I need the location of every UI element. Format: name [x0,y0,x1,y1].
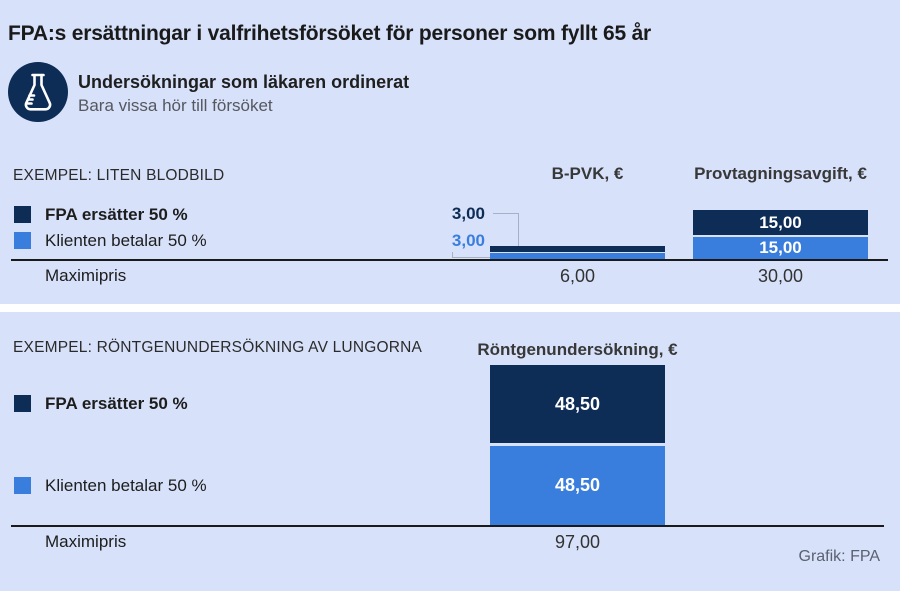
leader-line-client-horizontal [452,257,490,258]
bpvk-fpa-value: 3,00 [451,204,485,223]
panel-xray [0,312,900,591]
flask-icon [8,62,68,122]
section1-column2-header: Provtagningsavgift, € [694,164,867,183]
section2-column-header: Röntgenundersökning, € [477,340,678,359]
section2-title: EXEMPEL: RÖNTGENUNDERSÖKNING AV LUNGORNA [13,339,423,356]
legend-swatch-client [14,232,31,249]
bpvk-client-value: 3,00 [451,231,485,250]
bpvk-bar-fpa [490,246,665,252]
provtagning-bar-fpa: 15,00 [693,210,868,235]
section2-baseline [11,525,884,527]
rontgen-max-value: 97,00 [554,532,601,552]
provtagning-max-value: 30,00 [757,266,804,286]
rontgen-bar-fpa: 48,50 [490,365,665,443]
leader-line-fpa-vertical [518,213,519,246]
legend-label-fpa-2: FPA ersätter 50 % [45,394,188,413]
section1-max-label: Maximipris [45,266,127,285]
bpvk-bar-client [490,253,665,259]
legend-swatch-client-2 [14,477,31,494]
legend-swatch-fpa-2 [14,395,31,412]
bpvk-max-value: 6,00 [559,266,596,286]
legend-label-client-2: Klienten betalar 50 % [45,476,207,495]
leader-line-fpa-horizontal [493,213,519,214]
legend-label-client: Klienten betalar 50 % [45,231,207,250]
section2-max-label: Maximipris [45,532,127,551]
legend-label-fpa: FPA ersätter 50 % [45,205,188,224]
section1-column1-header: B-PVK, € [551,164,624,183]
rontgen-fpa-value: 48,50 [554,393,601,414]
legend-swatch-fpa [14,206,31,223]
section1-baseline [11,259,888,261]
intro-heading: Undersökningar som läkaren ordinerat [78,72,410,92]
rontgen-client-value: 48,50 [554,475,601,495]
graphic-credit: Grafik: FPA [798,548,881,565]
provtagning-bar-client: 15,00 [693,237,868,259]
intro-subheading: Bara vissa hör till försöket [78,96,273,115]
provtagning-client-value: 15,00 [759,238,802,257]
provtagning-fpa-value: 15,00 [759,212,802,232]
section1-title: EXEMPEL: LITEN BLODBILD [13,167,225,184]
leader-line-client-vertical [452,252,453,258]
rontgen-bar-client: 48,50 [490,446,665,525]
page-title: FPA:s ersättningar i valfrihetsförsöket … [8,22,652,45]
